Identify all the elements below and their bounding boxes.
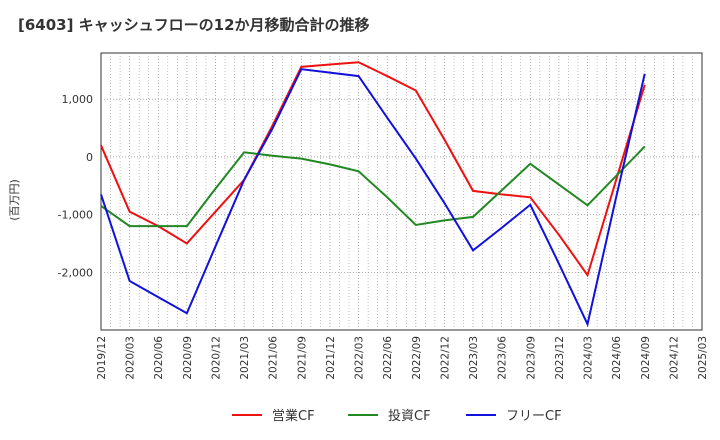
legend-layer: 営業CF 投資CF フリーCF [232, 408, 562, 424]
x-tick-label: 2025/03 [697, 336, 709, 380]
y-tick-label: 1,000 [62, 93, 94, 106]
x-tick-label: 2021/06 [268, 336, 280, 380]
x-tick-label: 2021/03 [239, 336, 251, 380]
x-tick-label: 2024/12 [668, 336, 680, 380]
x-tick-label: 2022/03 [354, 336, 366, 380]
y-tick-label: -2,000 [58, 266, 93, 279]
x-tick-label: 2023/09 [525, 336, 537, 380]
x-tick-label: 2022/06 [382, 336, 394, 380]
series-line-2 [100, 68, 646, 328]
y-axis-label: (百万円) [8, 179, 21, 221]
x-tick-label: 2021/12 [325, 336, 337, 380]
x-tick-label: 2020/12 [210, 336, 222, 380]
x-tick-label: 2024/09 [640, 336, 652, 380]
legend-label-1: 投資CF [388, 408, 431, 424]
x-tick-label: 2020/06 [153, 336, 165, 380]
x-tick-label: 2020/09 [182, 336, 194, 380]
chart-title: [6403] キャッシュフローの12か月移動合計の推移 [18, 16, 370, 34]
x-tick-label: 2019/12 [96, 336, 108, 380]
legend-label-2: フリーCF [506, 409, 562, 424]
legend-label-0: 営業CF [272, 408, 315, 424]
x-tick-label: 2023/12 [554, 336, 566, 380]
x-tick-label: 2024/06 [611, 336, 623, 380]
x-tick-label: 2020/03 [125, 336, 137, 380]
series-layer [100, 61, 646, 328]
x-tick-label: 2023/03 [468, 336, 480, 380]
series-line-1 [100, 145, 646, 228]
axis-layer: 1,000 0 -1,000 -2,000 2019/12 2020/03 2020/06 2… [58, 93, 709, 379]
x-tick-label: 2024/03 [583, 336, 595, 380]
y-tick-label: 0 [86, 151, 93, 164]
x-tick-label: 2022/09 [411, 336, 423, 380]
x-tick-label: 2023/06 [497, 336, 509, 380]
x-tick-label: 2021/09 [296, 336, 308, 380]
y-tick-label: -1,000 [58, 209, 93, 222]
series-line-0 [100, 61, 646, 278]
x-tick-label: 2022/12 [439, 336, 451, 380]
